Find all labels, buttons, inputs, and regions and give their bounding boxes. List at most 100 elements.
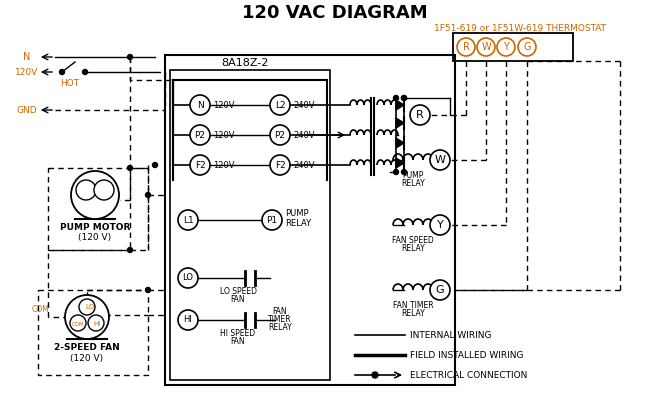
- Text: HI SPEED: HI SPEED: [220, 328, 255, 337]
- Circle shape: [393, 96, 399, 101]
- Circle shape: [401, 96, 407, 101]
- Polygon shape: [396, 100, 404, 110]
- Circle shape: [430, 150, 450, 170]
- Circle shape: [65, 295, 109, 339]
- Text: HOT: HOT: [60, 78, 80, 88]
- Circle shape: [79, 299, 95, 315]
- Text: W: W: [481, 42, 491, 52]
- Text: P2: P2: [194, 130, 206, 140]
- Circle shape: [497, 38, 515, 56]
- Circle shape: [178, 310, 198, 330]
- Text: R: R: [416, 110, 424, 120]
- Text: PUMP: PUMP: [402, 171, 423, 179]
- Circle shape: [270, 155, 290, 175]
- Bar: [170, 70, 330, 380]
- Text: N: N: [23, 52, 31, 62]
- Text: L2: L2: [275, 101, 285, 109]
- Circle shape: [178, 210, 198, 230]
- Text: 120V: 120V: [213, 160, 234, 170]
- Circle shape: [127, 166, 133, 171]
- Text: RELAY: RELAY: [401, 308, 425, 318]
- Text: 120 VAC DIAGRAM: 120 VAC DIAGRAM: [242, 4, 428, 22]
- Text: COM: COM: [72, 321, 84, 326]
- Text: FAN SPEED: FAN SPEED: [392, 235, 434, 245]
- Text: PUMP: PUMP: [285, 209, 309, 217]
- Text: 240V: 240V: [293, 130, 314, 140]
- Text: P1: P1: [267, 215, 277, 225]
- Text: GND: GND: [17, 106, 38, 114]
- Circle shape: [190, 125, 210, 145]
- Text: W: W: [435, 155, 446, 165]
- Circle shape: [145, 192, 151, 197]
- Circle shape: [82, 70, 88, 75]
- Text: LO: LO: [182, 274, 194, 282]
- Text: R: R: [462, 42, 470, 52]
- Circle shape: [410, 105, 430, 125]
- Text: FAN TIMER: FAN TIMER: [393, 300, 433, 310]
- Text: FAN: FAN: [273, 308, 287, 316]
- Text: ELECTRICAL CONNECTION: ELECTRICAL CONNECTION: [410, 370, 527, 380]
- Circle shape: [71, 171, 119, 219]
- Text: RELAY: RELAY: [268, 323, 292, 333]
- Text: F2: F2: [194, 160, 206, 170]
- Circle shape: [88, 315, 104, 331]
- Circle shape: [372, 372, 378, 378]
- Polygon shape: [396, 138, 404, 148]
- Circle shape: [153, 163, 157, 168]
- Polygon shape: [396, 118, 404, 128]
- Circle shape: [457, 38, 475, 56]
- Text: HI: HI: [184, 316, 192, 324]
- Circle shape: [76, 180, 96, 200]
- Circle shape: [127, 54, 133, 59]
- Circle shape: [60, 70, 64, 75]
- Circle shape: [178, 268, 198, 288]
- Text: COM: COM: [31, 305, 49, 315]
- Text: PUMP MOTOR: PUMP MOTOR: [60, 222, 130, 232]
- Text: Y: Y: [437, 220, 444, 230]
- Circle shape: [127, 248, 133, 253]
- Text: LO: LO: [86, 304, 94, 310]
- Circle shape: [190, 95, 210, 115]
- Circle shape: [518, 38, 536, 56]
- Circle shape: [70, 315, 86, 331]
- Text: FAN: FAN: [230, 336, 245, 346]
- Polygon shape: [396, 158, 404, 168]
- Bar: [165, 55, 455, 385]
- Text: 1F51-619 or 1F51W-619 THERMOSTAT: 1F51-619 or 1F51W-619 THERMOSTAT: [434, 23, 606, 33]
- Text: 8A18Z-2: 8A18Z-2: [221, 58, 269, 68]
- Text: (120 V): (120 V): [70, 354, 104, 362]
- Text: P2: P2: [275, 130, 285, 140]
- Circle shape: [262, 210, 282, 230]
- Text: 240V: 240V: [293, 160, 314, 170]
- Circle shape: [270, 125, 290, 145]
- Circle shape: [430, 280, 450, 300]
- Text: Y: Y: [503, 42, 509, 52]
- Text: F2: F2: [275, 160, 285, 170]
- Circle shape: [477, 38, 495, 56]
- Text: RELAY: RELAY: [401, 243, 425, 253]
- Text: RELAY: RELAY: [401, 178, 425, 187]
- Text: N: N: [196, 101, 204, 109]
- Circle shape: [393, 170, 399, 174]
- Text: (120 V): (120 V): [78, 233, 112, 241]
- Circle shape: [401, 170, 407, 174]
- Text: FIELD INSTALLED WIRING: FIELD INSTALLED WIRING: [410, 351, 523, 360]
- Text: 2-SPEED FAN: 2-SPEED FAN: [54, 344, 120, 352]
- Text: G: G: [436, 285, 444, 295]
- Circle shape: [430, 215, 450, 235]
- Circle shape: [401, 96, 407, 101]
- Text: TIMER: TIMER: [268, 316, 292, 324]
- Bar: [453, 33, 573, 61]
- Text: 120V: 120V: [213, 130, 234, 140]
- Text: RELAY: RELAY: [285, 218, 311, 228]
- Text: 120V: 120V: [15, 67, 39, 77]
- Text: INTERNAL WIRING: INTERNAL WIRING: [410, 331, 492, 339]
- Text: 120V: 120V: [213, 101, 234, 109]
- Text: 240V: 240V: [293, 101, 314, 109]
- Circle shape: [94, 180, 114, 200]
- Circle shape: [190, 155, 210, 175]
- Text: G: G: [523, 42, 531, 52]
- Circle shape: [145, 287, 151, 292]
- Text: L1: L1: [183, 215, 194, 225]
- Text: LO SPEED: LO SPEED: [220, 287, 257, 297]
